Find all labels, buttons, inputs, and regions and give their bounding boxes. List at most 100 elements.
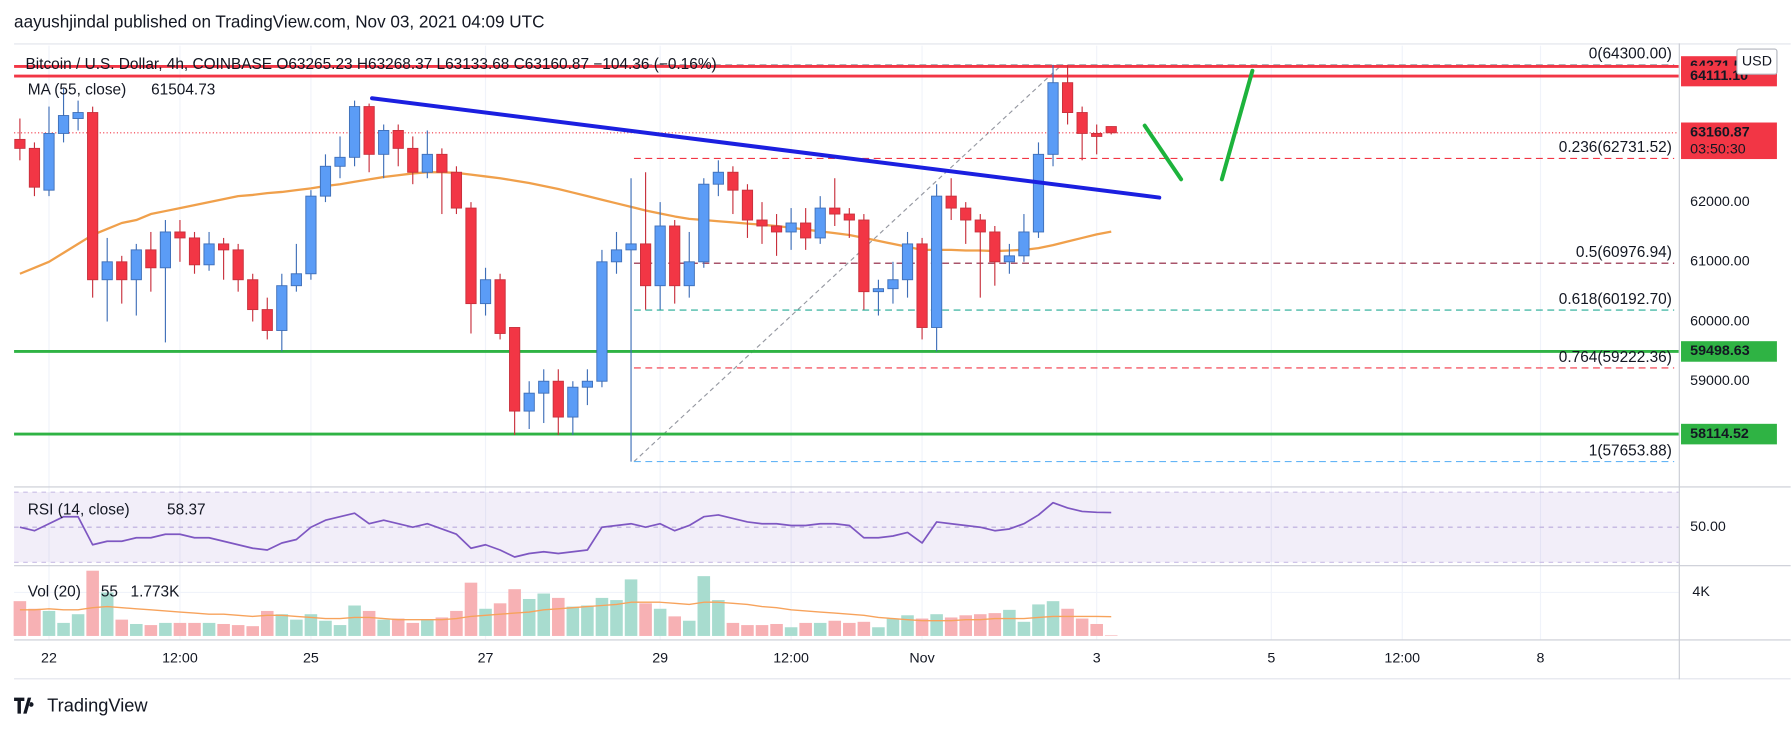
volume-bar: [304, 614, 318, 636]
last-price-box: [1681, 122, 1777, 160]
volume-bar: [493, 603, 507, 636]
x-tick-label: 8: [1537, 651, 1545, 667]
candle-body: [1047, 82, 1059, 155]
candle-body: [14, 138, 26, 149]
volume-bar: [86, 570, 99, 636]
volume-bar: [595, 597, 609, 636]
volume-bar: [537, 593, 551, 636]
fib-level-label: 1(57653.88): [1589, 442, 1672, 459]
volume-bar: [130, 623, 143, 636]
fib-level-label: 0(64300.00): [1589, 46, 1672, 63]
volume-bar: [915, 618, 929, 636]
candle-body: [887, 279, 899, 290]
candle-body: [741, 189, 754, 221]
candle-body: [276, 285, 288, 331]
logo-mark: [14, 697, 34, 714]
projection-line: [1219, 68, 1255, 182]
volume-bar: [1075, 618, 1089, 636]
footer-brand: TradingView: [47, 695, 148, 716]
candle-body: [785, 222, 797, 233]
y-tick-label: 59000.00: [1690, 373, 1750, 389]
volume-bar: [697, 576, 711, 636]
volume-bar: [100, 592, 114, 636]
candle-body: [218, 243, 230, 251]
candle-body: [261, 309, 273, 331]
candle-body: [581, 380, 593, 388]
volume-bar: [1104, 635, 1118, 636]
candle-body: [989, 231, 1001, 263]
volume-bar: [450, 610, 463, 636]
candle-body: [829, 207, 841, 215]
candle-body: [87, 112, 99, 281]
candle-body: [683, 261, 695, 287]
candle-body: [305, 195, 317, 275]
y-tick-label: 62000.00: [1690, 194, 1750, 210]
candle-body: [1003, 255, 1015, 263]
vol-ma-legend-value: 1.773K: [131, 584, 181, 601]
volume-bar: [202, 622, 216, 636]
x-tick-label: 12:00: [162, 651, 198, 667]
volume-bar: [173, 622, 187, 636]
candle-body: [931, 195, 943, 328]
candle-body: [916, 243, 928, 328]
volume-bar: [1003, 609, 1016, 636]
currency-label: USD: [1742, 53, 1772, 69]
candle-body: [1061, 82, 1074, 113]
volume-bar: [42, 610, 56, 636]
candle-body: [858, 219, 870, 293]
volume-bar: [275, 614, 289, 636]
countdown-label: 03:50:30: [1690, 142, 1746, 158]
fib-level-label: 0.236(62731.52): [1559, 139, 1672, 156]
volume-bar: [464, 582, 478, 636]
candle-body: [116, 261, 128, 281]
status-line: Bitcoin / U.S. Dollar, 4h, COINBASE O632…: [25, 56, 716, 73]
candle-body: [28, 147, 41, 188]
volume-bar: [668, 616, 681, 636]
candle-body: [872, 288, 885, 293]
publish-header: aayushjindal published on TradingView.co…: [14, 12, 544, 31]
volume-bar: [13, 601, 27, 636]
volume-bar: [581, 605, 594, 636]
volume-bar: [988, 613, 1002, 636]
x-tick-label: 27: [478, 651, 494, 667]
volume-bar: [348, 605, 361, 636]
candle-body: [523, 392, 535, 412]
volume-bar: [57, 622, 70, 636]
candle-body: [770, 225, 783, 233]
candle-body: [712, 171, 724, 185]
candle-body: [334, 156, 346, 167]
candle-body: [363, 106, 375, 155]
volume-bar: [624, 579, 638, 636]
volume-bar: [1061, 608, 1074, 636]
x-tick-label: 12:00: [773, 651, 809, 667]
volume-bar: [639, 603, 652, 636]
volume-bar: [391, 618, 405, 636]
volume-bar: [712, 600, 725, 636]
volume-ma-line: [19, 601, 1112, 622]
candle-body: [814, 207, 826, 239]
candle-body: [1091, 132, 1103, 137]
candle-body: [610, 249, 623, 263]
candle-body: [960, 207, 972, 221]
rsi-legend-name: RSI (14, close): [28, 501, 130, 518]
candle-body: [159, 231, 172, 269]
candle-body: [698, 183, 710, 263]
volume-bar: [770, 623, 783, 636]
candle-body: [348, 106, 361, 158]
grid-layer: [14, 45, 1679, 640]
candle-body: [640, 243, 652, 287]
volume-bar: [1046, 601, 1060, 636]
x-tick-label: 3: [1093, 651, 1101, 667]
candle-body: [538, 380, 550, 394]
candle-body: [567, 386, 579, 418]
candle-body: [654, 225, 666, 287]
volume-bar: [886, 618, 900, 636]
candle-body: [421, 153, 433, 173]
volume-bar: [973, 614, 987, 636]
fib-level-label: 0.618(60192.70): [1559, 291, 1672, 308]
volume-bar: [333, 625, 347, 636]
candle-body: [494, 279, 506, 334]
volume-bar: [1090, 623, 1103, 636]
volume-bar: [290, 619, 303, 636]
